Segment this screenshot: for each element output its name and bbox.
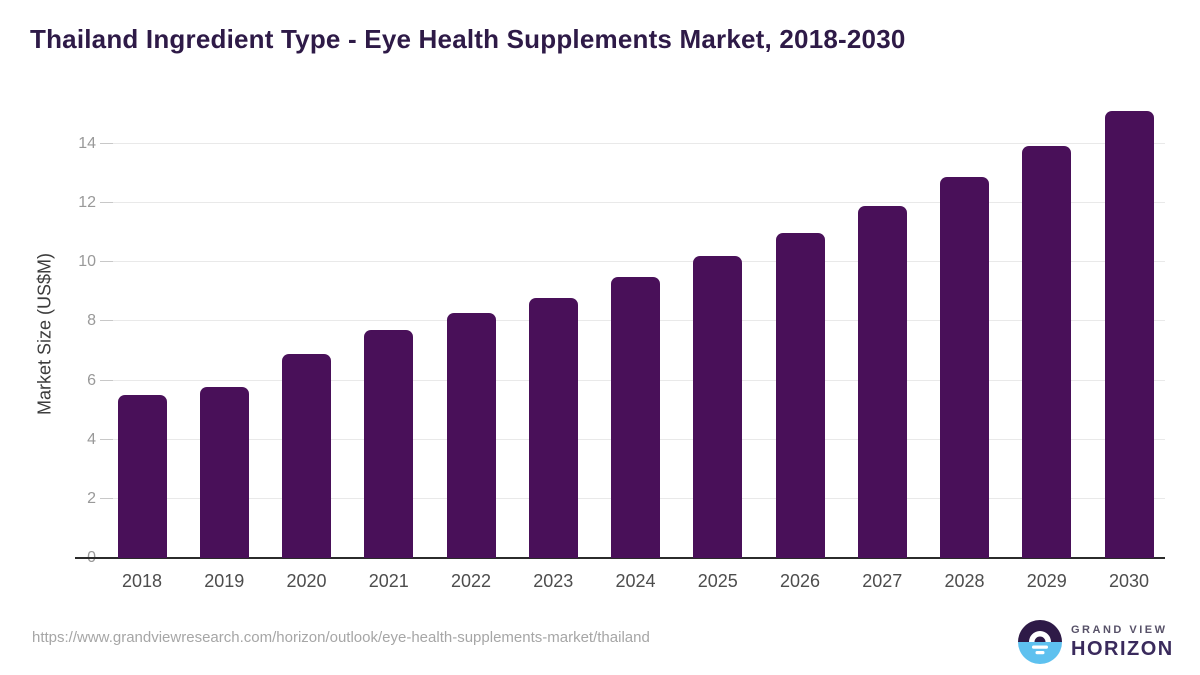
- bar-2019: [199, 386, 249, 558]
- x-tick-label: 2030: [1108, 571, 1150, 591]
- bar-2023: [528, 297, 578, 558]
- x-tick-label: 2019: [204, 571, 245, 591]
- logo-text: GRAND VIEW HORIZON: [1071, 624, 1174, 661]
- x-tick-label: 2020: [286, 571, 327, 591]
- logo-product-name: HORIZON: [1071, 637, 1174, 660]
- y-tick-label: 2: [87, 489, 96, 507]
- y-tick-mark: [100, 379, 113, 381]
- x-tick-label: 2028: [944, 571, 985, 591]
- page-title: Thailand Ingredient Type - Eye Health Su…: [30, 24, 906, 54]
- bar-2027: [857, 206, 907, 558]
- y-tick-label: 10: [78, 253, 96, 271]
- gridline: [100, 261, 1165, 263]
- x-tick-label: 2026: [779, 571, 821, 591]
- gridline: [100, 143, 1165, 145]
- y-tick-mark: [100, 320, 113, 322]
- x-tick-label: 2018: [121, 571, 163, 591]
- bar-2029: [1022, 145, 1072, 558]
- bar-2025: [693, 256, 743, 558]
- y-tick-mark: [100, 202, 113, 204]
- x-tick-label: 2023: [533, 571, 574, 591]
- plot-area: 2018 2019 2020 2021 2022 2023 2024 2025 2026 2027…: [75, 110, 1165, 591]
- y-tick-mark: [100, 438, 113, 440]
- bar-2022: [446, 312, 496, 558]
- y-tick-label: 8: [87, 312, 96, 330]
- y-tick-mark: [100, 143, 113, 145]
- x-tick-label: 2027: [862, 571, 903, 591]
- bar-2024: [611, 277, 660, 558]
- bar-2018: [117, 395, 167, 558]
- bar-2020: [282, 353, 331, 558]
- bar-2028: [940, 176, 989, 558]
- logo-brand-name: GRAND VIEW: [1071, 623, 1168, 636]
- x-axis-line: [75, 557, 1165, 559]
- horizon-sun-icon: [1018, 620, 1062, 664]
- source-url: https://www.grandviewresearch.com/horizo…: [32, 629, 650, 646]
- bar-2021: [364, 330, 414, 558]
- y-tick-label: 4: [87, 430, 96, 448]
- bar-2030: [1104, 111, 1154, 558]
- grand-view-horizon-logo: GRAND VIEW HORIZON: [1018, 620, 1174, 664]
- gridline: [100, 202, 1165, 204]
- y-tick-label: 12: [78, 194, 96, 212]
- y-tick-label: 6: [87, 371, 96, 389]
- x-tick-label: 2022: [450, 571, 492, 591]
- x-tick-label: 2025: [697, 571, 738, 591]
- y-axis-labels: 02468101214: [0, 110, 96, 566]
- bar-2026: [775, 232, 825, 558]
- y-tick-mark: [100, 261, 113, 263]
- y-tick-mark: [100, 497, 113, 499]
- x-tick-label: 2029: [1026, 571, 1067, 591]
- x-tick-label: 2021: [368, 571, 409, 591]
- y-tick-label: 14: [78, 135, 96, 153]
- x-tick-label: 2024: [615, 571, 656, 591]
